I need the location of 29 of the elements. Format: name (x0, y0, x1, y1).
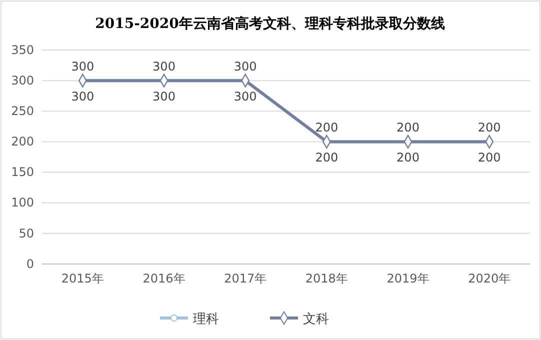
legend-label: 文科 (303, 312, 329, 327)
data-label: 200 (315, 150, 338, 165)
data-label: 200 (396, 150, 420, 165)
x-tick-label: 2017年 (224, 272, 267, 286)
data-label: 200 (315, 120, 338, 135)
data-label: 200 (478, 150, 501, 165)
x-tick-label: 2015年 (61, 272, 104, 286)
y-tick-label: 150 (11, 165, 34, 180)
x-tick-label: 2016年 (142, 272, 186, 286)
data-label: 300 (234, 60, 257, 74)
data-label: 300 (71, 90, 94, 104)
y-tick-label: 50 (18, 226, 34, 240)
y-tick-label: 100 (11, 196, 34, 210)
y-tick-label: 200 (11, 134, 34, 149)
x-tick-label: 2018年 (305, 272, 348, 286)
x-tick-label: 2020年 (468, 272, 511, 286)
data-label: 200 (478, 120, 501, 135)
y-tick-label: 350 (11, 42, 34, 57)
chart-title: 2015-2020年云南省高考文科、理科专科批录取分数线 (95, 15, 445, 32)
legend-label: 理科 (193, 312, 219, 327)
data-label: 300 (234, 90, 257, 104)
y-tick-label: 300 (11, 73, 34, 88)
data-label: 300 (71, 60, 94, 74)
data-label: 300 (152, 60, 176, 74)
y-tick-label: 0 (26, 256, 34, 271)
y-tick-label: 250 (11, 104, 34, 118)
x-tick-label: 2019年 (386, 272, 430, 286)
data-label: 200 (396, 120, 420, 135)
data-label: 300 (152, 90, 176, 104)
